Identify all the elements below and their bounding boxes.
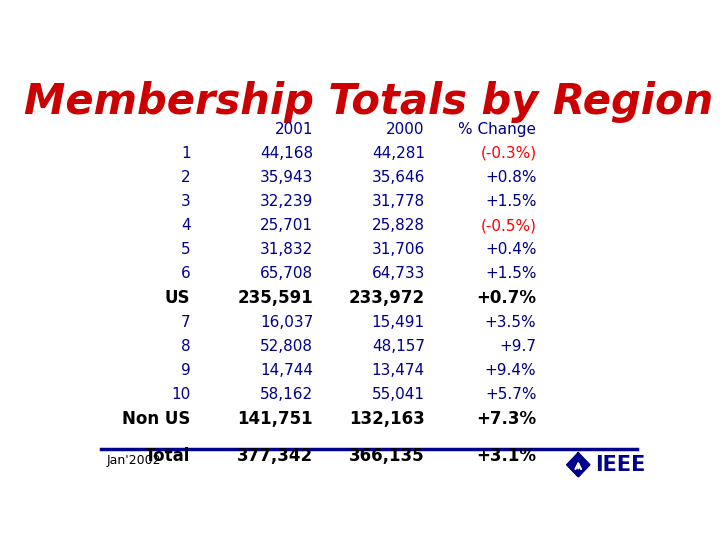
- Text: 64,733: 64,733: [372, 266, 425, 281]
- Text: 4: 4: [181, 218, 190, 233]
- Text: 132,163: 132,163: [349, 410, 425, 428]
- Text: 366,135: 366,135: [349, 447, 425, 465]
- Text: (-0.3%): (-0.3%): [480, 146, 536, 161]
- Text: Jan'2002: Jan'2002: [107, 454, 161, 467]
- Text: 31,832: 31,832: [260, 242, 313, 258]
- Text: 52,808: 52,808: [260, 339, 313, 354]
- Text: 13,474: 13,474: [372, 363, 425, 378]
- Text: US: US: [165, 289, 190, 307]
- Text: 2001: 2001: [275, 122, 313, 137]
- Text: 7: 7: [181, 315, 190, 330]
- Text: 31,778: 31,778: [372, 194, 425, 209]
- Text: +7.3%: +7.3%: [476, 410, 536, 428]
- Text: 44,168: 44,168: [260, 146, 313, 161]
- Text: +0.7%: +0.7%: [477, 289, 536, 307]
- Text: 233,972: 233,972: [348, 289, 425, 307]
- Text: 44,281: 44,281: [372, 146, 425, 161]
- Text: 141,751: 141,751: [238, 410, 313, 428]
- Text: +1.5%: +1.5%: [485, 266, 536, 281]
- Text: 377,342: 377,342: [237, 447, 313, 465]
- Text: 25,828: 25,828: [372, 218, 425, 233]
- Text: +9.7: +9.7: [500, 339, 536, 354]
- Text: 35,943: 35,943: [260, 170, 313, 185]
- Text: 6: 6: [181, 266, 190, 281]
- Text: 2000: 2000: [387, 122, 425, 137]
- Text: Total: Total: [145, 447, 190, 465]
- Text: 25,701: 25,701: [260, 218, 313, 233]
- Text: 235,591: 235,591: [238, 289, 313, 307]
- Text: 8: 8: [181, 339, 190, 354]
- Text: IEEE: IEEE: [595, 455, 645, 475]
- Text: +0.4%: +0.4%: [485, 242, 536, 258]
- Text: 10: 10: [171, 387, 190, 402]
- Text: +0.8%: +0.8%: [485, 170, 536, 185]
- Text: +3.1%: +3.1%: [477, 447, 536, 465]
- Text: 16,037: 16,037: [260, 315, 313, 330]
- Text: 65,708: 65,708: [260, 266, 313, 281]
- Text: 14,744: 14,744: [260, 363, 313, 378]
- Text: 35,646: 35,646: [372, 170, 425, 185]
- Text: Non US: Non US: [122, 410, 190, 428]
- Text: 9: 9: [181, 363, 190, 378]
- Text: 1: 1: [181, 146, 190, 161]
- Text: 31,706: 31,706: [372, 242, 425, 258]
- Text: 55,041: 55,041: [372, 387, 425, 402]
- Text: +1.5%: +1.5%: [485, 194, 536, 209]
- Text: 58,162: 58,162: [260, 387, 313, 402]
- Text: 48,157: 48,157: [372, 339, 425, 354]
- Text: % Change: % Change: [459, 122, 536, 137]
- Text: +3.5%: +3.5%: [485, 315, 536, 330]
- Text: 15,491: 15,491: [372, 315, 425, 330]
- Text: (-0.5%): (-0.5%): [480, 218, 536, 233]
- Text: 2: 2: [181, 170, 190, 185]
- Text: 3: 3: [181, 194, 190, 209]
- Text: 32,239: 32,239: [260, 194, 313, 209]
- Text: +9.4%: +9.4%: [485, 363, 536, 378]
- Text: 5: 5: [181, 242, 190, 258]
- Polygon shape: [567, 453, 590, 476]
- Text: Membership Totals by Region: Membership Totals by Region: [24, 82, 714, 124]
- Text: +5.7%: +5.7%: [485, 387, 536, 402]
